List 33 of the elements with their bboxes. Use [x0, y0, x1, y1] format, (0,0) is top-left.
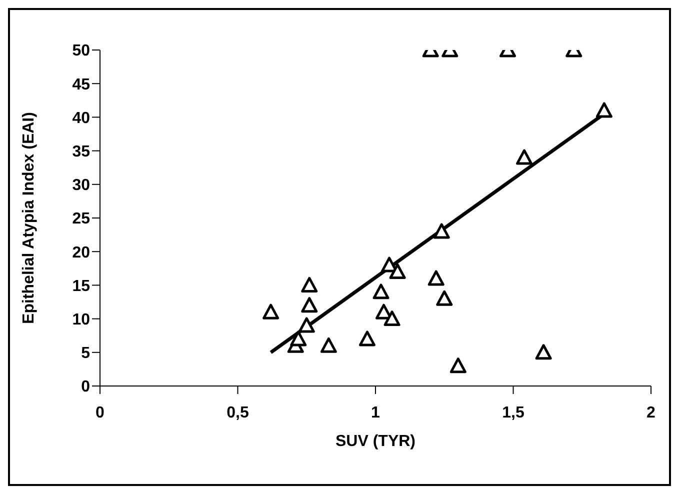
point	[450, 358, 466, 374]
x-tick-label: 1,5	[502, 404, 524, 422]
y-tick-label: 5	[81, 345, 90, 362]
x-axis-title: SUV (TYR)	[336, 433, 416, 450]
point	[301, 297, 318, 313]
y-tick-label: 35	[72, 143, 90, 160]
y-tick-label: 10	[72, 311, 90, 328]
y-tick-label: 40	[72, 110, 90, 127]
point	[320, 337, 337, 353]
point	[436, 290, 453, 306]
point	[301, 276, 318, 292]
point	[290, 330, 307, 346]
point	[389, 264, 406, 280]
y-tick-label: 15	[72, 278, 90, 295]
point	[433, 223, 450, 239]
point	[262, 304, 280, 320]
point	[428, 270, 444, 286]
y-axis-title: Epithelial Atypia Index (EAI)	[20, 112, 38, 324]
point	[358, 330, 376, 346]
x-tick-label: 1	[371, 404, 380, 422]
y-tick-label: 25	[72, 210, 90, 228]
y-tick-label: 45	[72, 76, 90, 94]
y-tick-label: 50	[72, 42, 90, 60]
x-tick-label: 0,5	[226, 404, 249, 422]
x-tick-label: 2	[646, 404, 656, 422]
y-tick-label: 20	[72, 244, 90, 262]
point	[298, 317, 315, 333]
point	[372, 284, 390, 300]
point	[384, 310, 400, 326]
x-tick-label: 0	[96, 404, 105, 422]
point	[535, 344, 552, 360]
y-tick-label: 0	[81, 378, 90, 396]
y-tick-label: 30	[72, 177, 90, 194]
